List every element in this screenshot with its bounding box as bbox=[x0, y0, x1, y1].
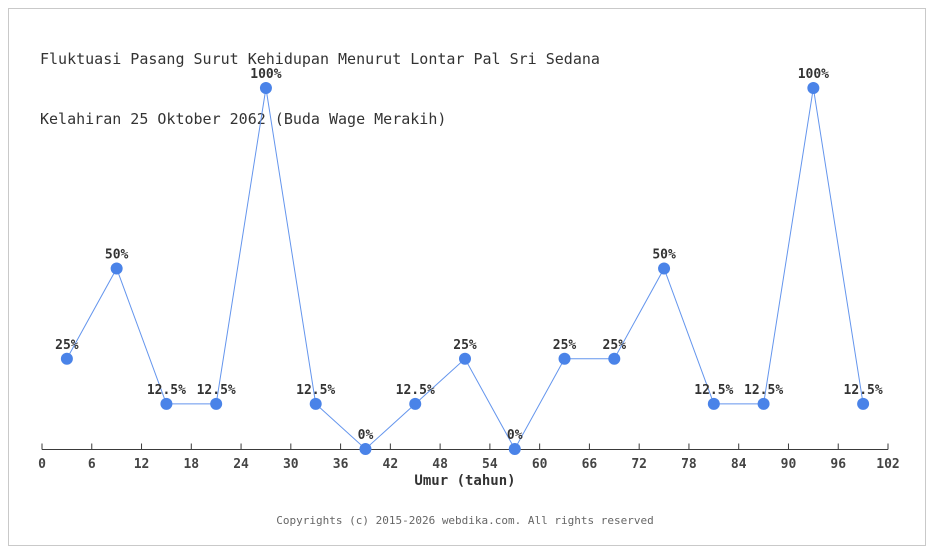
chart-title-line1: Fluktuasi Pasang Surut Kehidupan Menurut… bbox=[40, 50, 600, 68]
data-label: 12.5% bbox=[694, 383, 733, 398]
data-point bbox=[608, 352, 621, 365]
tick-label: 60 bbox=[532, 457, 548, 472]
data-label: 0% bbox=[507, 428, 523, 443]
data-point bbox=[807, 82, 820, 94]
tick-label: 66 bbox=[582, 457, 598, 472]
tick-label: 0 bbox=[38, 457, 46, 472]
data-label: 100% bbox=[798, 67, 829, 82]
data-label: 25% bbox=[603, 338, 627, 353]
x-axis-label: Umur (tahun) bbox=[414, 473, 516, 489]
tick-label: 84 bbox=[731, 457, 747, 472]
data-label: 12.5% bbox=[296, 383, 335, 398]
chart-title-line2: Kelahiran 25 Oktober 2062 (Buda Wage Mer… bbox=[40, 110, 447, 128]
data-label: 12.5% bbox=[744, 383, 783, 398]
data-point bbox=[558, 352, 571, 365]
data-label: 50% bbox=[652, 248, 676, 263]
data-point bbox=[409, 397, 422, 410]
data-label: 50% bbox=[105, 248, 129, 263]
data-point bbox=[707, 397, 720, 410]
data-label: 25% bbox=[453, 338, 477, 353]
data-label: 100% bbox=[250, 67, 281, 82]
copyright-footer: Copyrights (c) 2015-2026 webdika.com. Al… bbox=[276, 514, 654, 527]
data-point bbox=[757, 397, 770, 410]
data-point bbox=[459, 352, 471, 365]
data-label: 25% bbox=[55, 338, 79, 353]
tick-label: 36 bbox=[333, 457, 349, 472]
data-point bbox=[60, 352, 73, 365]
tick-label: 72 bbox=[631, 457, 647, 472]
data-point bbox=[309, 397, 322, 410]
tick-label: 30 bbox=[283, 457, 299, 472]
tick-label: 78 bbox=[681, 457, 697, 472]
data-label: 12.5% bbox=[844, 383, 883, 398]
data-label: 12.5% bbox=[147, 383, 186, 398]
tick-label: 102 bbox=[876, 457, 899, 472]
tick-label: 48 bbox=[432, 457, 448, 472]
tick-label: 24 bbox=[233, 457, 249, 472]
data-point bbox=[508, 443, 521, 455]
tick-label: 12 bbox=[134, 457, 150, 472]
data-point bbox=[359, 443, 372, 455]
tick-label: 90 bbox=[781, 457, 797, 472]
data-point bbox=[658, 262, 671, 275]
data-point bbox=[210, 397, 223, 410]
data-point bbox=[160, 397, 173, 410]
chart-title: Fluktuasi Pasang Surut Kehidupan Menurut… bbox=[40, 9, 600, 169]
data-label: 12.5% bbox=[197, 383, 236, 398]
data-point bbox=[110, 262, 123, 275]
data-label: 0% bbox=[358, 428, 374, 443]
data-label: 25% bbox=[553, 338, 577, 353]
tick-label: 6 bbox=[88, 457, 96, 472]
data-point bbox=[857, 397, 870, 410]
data-point bbox=[259, 82, 272, 94]
tick-label: 96 bbox=[830, 457, 846, 472]
tick-label: 18 bbox=[183, 457, 199, 472]
data-label: 12.5% bbox=[396, 383, 435, 398]
tick-label: 54 bbox=[482, 457, 498, 472]
tick-label: 42 bbox=[383, 457, 399, 472]
